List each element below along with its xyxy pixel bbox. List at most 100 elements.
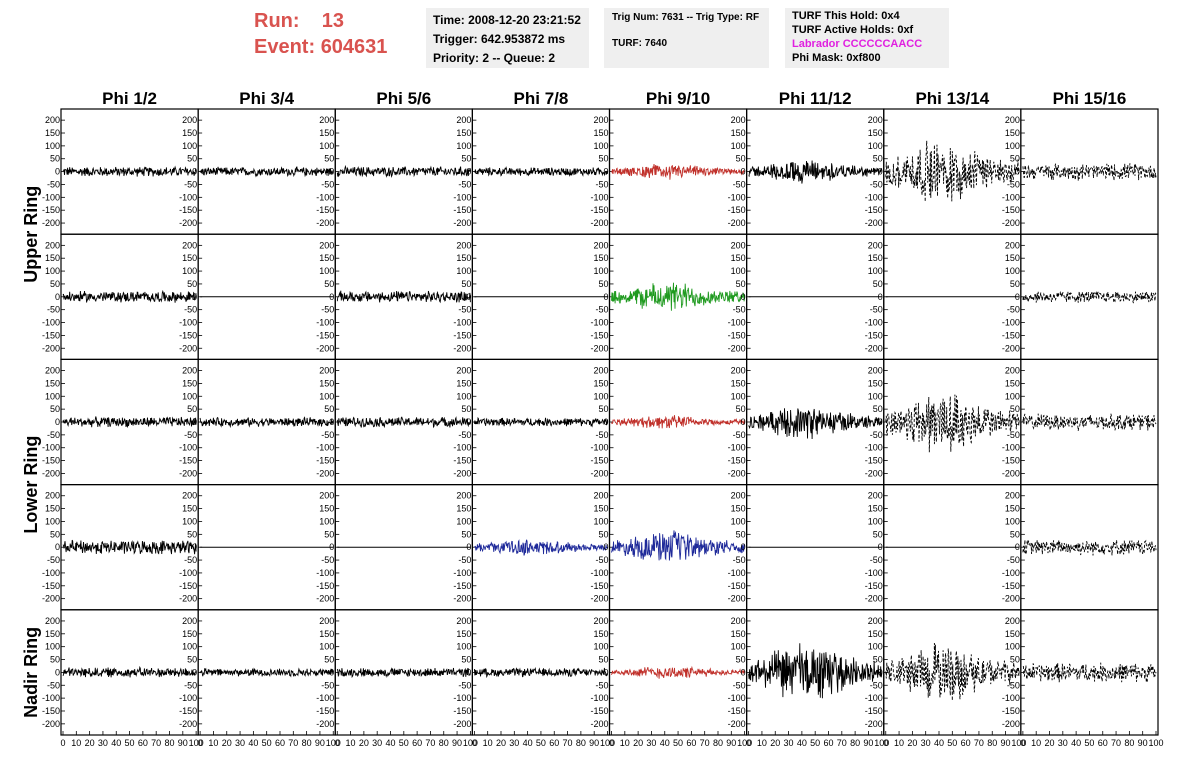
waveform-trace: [1022, 290, 1157, 304]
x-tick-label: 0: [883, 738, 888, 748]
y-tick-label: 100: [868, 266, 883, 276]
y-tick-label: 0: [329, 292, 334, 302]
y-tick-label: 50: [736, 529, 746, 539]
y-tick-label: 50: [736, 154, 746, 164]
y-tick-label: -150: [590, 706, 608, 716]
waveform-trace: [1022, 413, 1157, 431]
y-tick-label: 200: [319, 491, 334, 501]
waveform-trace: [611, 415, 746, 429]
y-tick-label: -150: [728, 706, 746, 716]
y-tick-label: 100: [731, 642, 746, 652]
x-tick-label: 60: [275, 738, 285, 748]
y-tick-label: 50: [461, 655, 471, 665]
waveform-trace: [611, 530, 746, 561]
y-tick-label: 200: [456, 366, 471, 376]
y-tick-label: -200: [179, 719, 197, 729]
y-tick-label: 200: [319, 115, 334, 125]
y-tick-label: 200: [593, 366, 608, 376]
y-tick-label: 200: [868, 115, 883, 125]
row-label: Lower Ring: [21, 436, 41, 534]
y-tick-label: -150: [590, 205, 608, 215]
y-tick-label: 0: [1015, 417, 1020, 427]
y-tick-label: -100: [316, 318, 334, 328]
y-tick-label: -150: [590, 330, 608, 340]
y-tick-label: 100: [182, 642, 197, 652]
y-tick-label: 0: [329, 167, 334, 177]
y-tick-label: -50: [321, 555, 334, 565]
y-tick-label: 0: [329, 542, 334, 552]
y-tick-label: -50: [184, 430, 197, 440]
y-tick-label: -50: [184, 305, 197, 315]
waveform-trace: [748, 160, 883, 184]
waveform-trace: [885, 140, 1020, 202]
y-tick-label: -50: [47, 555, 60, 565]
x-tick-label: 10: [757, 738, 767, 748]
run-value: 13: [321, 10, 345, 32]
y-tick-label: -150: [453, 581, 471, 591]
event-label: Event:: [254, 36, 316, 58]
y-tick-label: 0: [603, 417, 608, 427]
x-tick-label: 40: [797, 738, 807, 748]
y-tick-label: -100: [728, 443, 746, 453]
y-tick-label: 100: [319, 266, 334, 276]
y-tick-label: 200: [1005, 240, 1020, 250]
y-tick-label: -150: [1002, 706, 1020, 716]
y-tick-label: -50: [733, 555, 746, 565]
y-tick-label: 200: [45, 366, 60, 376]
trig-num-text: Trig Num: 7631 -- Trig Type: RF: [612, 12, 760, 23]
y-tick-label: 200: [731, 491, 746, 501]
trigger-text: Trigger: 642.953872 ms: [433, 32, 566, 46]
y-tick-label: -50: [458, 179, 471, 189]
y-tick-label: 150: [868, 504, 883, 514]
y-tick-label: 0: [192, 167, 197, 177]
y-tick-label: 150: [731, 253, 746, 263]
y-tick-label: 150: [1005, 378, 1020, 388]
y-tick-label: -150: [316, 706, 334, 716]
y-tick-label: 0: [741, 167, 746, 177]
x-tick-label: 80: [1124, 738, 1134, 748]
waveform-trace: [336, 667, 471, 679]
y-tick-label: -50: [870, 179, 883, 189]
waveform-trace: [748, 643, 883, 699]
x-tick-label: 90: [726, 738, 736, 748]
turf-info-box: TURF This Hold: 0x4 TURF Active Holds: 0…: [785, 8, 949, 68]
column-header: Phi 7/8: [514, 89, 569, 108]
y-tick-label: 100: [1005, 141, 1020, 151]
y-tick-label: -100: [316, 693, 334, 703]
waveform-trace: [611, 282, 746, 311]
y-tick-label: 100: [731, 266, 746, 276]
x-tick-label: 50: [536, 738, 546, 748]
y-tick-label: -50: [595, 555, 608, 565]
y-tick-label: 150: [1005, 253, 1020, 263]
y-tick-label: 200: [45, 616, 60, 626]
x-tick-label: 60: [686, 738, 696, 748]
column-header: Phi 9/10: [646, 89, 710, 108]
waveform-trace: [1022, 662, 1157, 683]
y-tick-label: -100: [728, 568, 746, 578]
y-tick-label: 100: [731, 391, 746, 401]
y-tick-label: -150: [42, 330, 60, 340]
x-tick-label: 40: [1071, 738, 1081, 748]
y-tick-label: -200: [865, 719, 883, 729]
y-tick-label: -100: [179, 693, 197, 703]
x-tick-label: 30: [784, 738, 794, 748]
x-tick-label: 80: [576, 738, 586, 748]
waveform-trace: [336, 164, 471, 179]
y-tick-label: 150: [319, 253, 334, 263]
y-tick-label: -200: [42, 343, 60, 353]
y-tick-label: 100: [45, 516, 60, 526]
y-tick-label: -150: [42, 456, 60, 466]
y-tick-label: 150: [731, 128, 746, 138]
x-tick-label: 70: [700, 738, 710, 748]
column-header: Phi 15/16: [1053, 89, 1127, 108]
x-tick-label: 70: [151, 738, 161, 748]
x-tick-label: 90: [1001, 738, 1011, 748]
y-tick-label: 150: [1005, 629, 1020, 639]
waveform-trace: [62, 416, 197, 429]
waveform-trace: [62, 165, 197, 177]
y-tick-label: 100: [593, 391, 608, 401]
y-tick-label: 100: [456, 642, 471, 652]
y-tick-label: 150: [731, 504, 746, 514]
y-tick-label: 150: [731, 378, 746, 388]
y-tick-label: 200: [593, 616, 608, 626]
